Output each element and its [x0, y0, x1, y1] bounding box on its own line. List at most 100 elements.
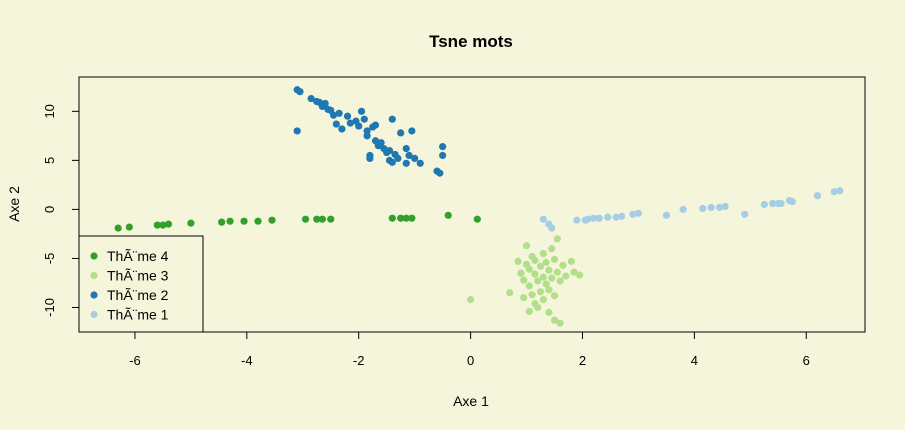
data-point — [548, 224, 556, 232]
x-tick-label: 4 — [691, 353, 698, 368]
data-point — [408, 214, 416, 222]
data-point — [125, 223, 133, 231]
data-point — [335, 109, 343, 117]
legend-marker — [90, 252, 98, 260]
data-point — [301, 215, 310, 223]
data-point — [377, 139, 385, 147]
data-point — [545, 308, 553, 316]
series-2 — [293, 86, 447, 177]
data-point — [321, 99, 329, 108]
data-point — [363, 132, 371, 140]
data-point — [570, 268, 578, 276]
data-point — [525, 307, 533, 316]
data-point — [517, 269, 525, 277]
y-tick-label: -10 — [42, 298, 57, 317]
data-point — [307, 94, 315, 103]
data-point — [550, 316, 559, 324]
data-point — [439, 143, 447, 151]
x-axis: -6 -4 -2 0 2 4 6 — [129, 332, 810, 368]
data-point — [534, 277, 542, 285]
data-point — [153, 221, 161, 229]
data-point — [553, 235, 561, 243]
y-tick-label: -5 — [42, 253, 57, 265]
data-point — [388, 115, 396, 123]
legend-label: ThÃ¨me 4 — [107, 248, 169, 264]
data-point — [788, 197, 796, 206]
legend-label: ThÃ¨me 1 — [107, 307, 169, 323]
data-point — [402, 144, 410, 153]
series-0 — [114, 211, 481, 232]
data-point — [439, 151, 447, 160]
data-point — [536, 262, 545, 270]
data-point — [769, 199, 777, 208]
data-point — [394, 154, 402, 163]
data-point — [548, 245, 556, 253]
data-point — [514, 257, 522, 265]
data-point — [548, 274, 556, 282]
data-point — [525, 282, 533, 290]
x-tick-label: -2 — [353, 353, 365, 368]
data-point — [830, 188, 838, 196]
data-point — [525, 265, 533, 273]
data-point — [408, 127, 416, 135]
data-point — [388, 158, 396, 166]
data-point — [164, 220, 173, 228]
data-point — [187, 219, 195, 227]
data-point — [416, 159, 424, 167]
data-point — [545, 286, 553, 294]
legend-label: ThÃ¨me 3 — [107, 268, 169, 284]
data-point — [355, 122, 363, 130]
data-point — [553, 268, 561, 276]
data-point — [531, 256, 539, 265]
data-point — [760, 200, 768, 209]
data-point — [473, 215, 481, 223]
data-points — [114, 86, 844, 327]
data-point — [715, 203, 724, 212]
data-point — [536, 288, 545, 296]
data-point — [397, 129, 405, 137]
data-point — [436, 169, 444, 177]
data-point — [520, 294, 528, 302]
data-point — [402, 214, 410, 222]
data-point — [313, 215, 321, 223]
legend-marker — [90, 310, 98, 319]
data-point — [662, 211, 671, 219]
data-point — [556, 319, 564, 327]
data-point — [522, 242, 531, 250]
data-point — [385, 146, 394, 155]
data-point — [539, 249, 547, 258]
data-point — [467, 296, 475, 304]
data-point — [226, 217, 234, 225]
data-point — [343, 112, 352, 120]
data-point — [402, 159, 410, 167]
data-point — [293, 127, 301, 135]
x-tick-label: 6 — [803, 353, 810, 368]
data-point — [520, 276, 528, 284]
data-point — [159, 221, 167, 229]
data-point — [559, 261, 567, 269]
data-point — [707, 203, 715, 212]
legend-marker — [90, 291, 98, 299]
data-point — [539, 273, 547, 281]
series-3 — [539, 187, 844, 232]
data-point — [604, 213, 612, 221]
data-point — [346, 119, 354, 127]
y-tick-label: 5 — [42, 157, 57, 164]
chart-title: Tsne mots — [429, 32, 513, 51]
data-point — [329, 111, 338, 119]
data-point — [550, 292, 559, 300]
data-point — [618, 212, 626, 220]
data-point — [268, 216, 276, 224]
x-tick-label: 0 — [467, 353, 474, 368]
data-point — [777, 199, 785, 208]
data-point — [721, 202, 729, 211]
data-point — [114, 224, 122, 232]
data-point — [634, 209, 643, 217]
data-point — [679, 205, 687, 214]
data-point — [360, 115, 368, 123]
data-point — [357, 107, 366, 115]
data-point — [338, 125, 346, 133]
data-point — [556, 277, 564, 285]
data-point — [366, 154, 374, 163]
